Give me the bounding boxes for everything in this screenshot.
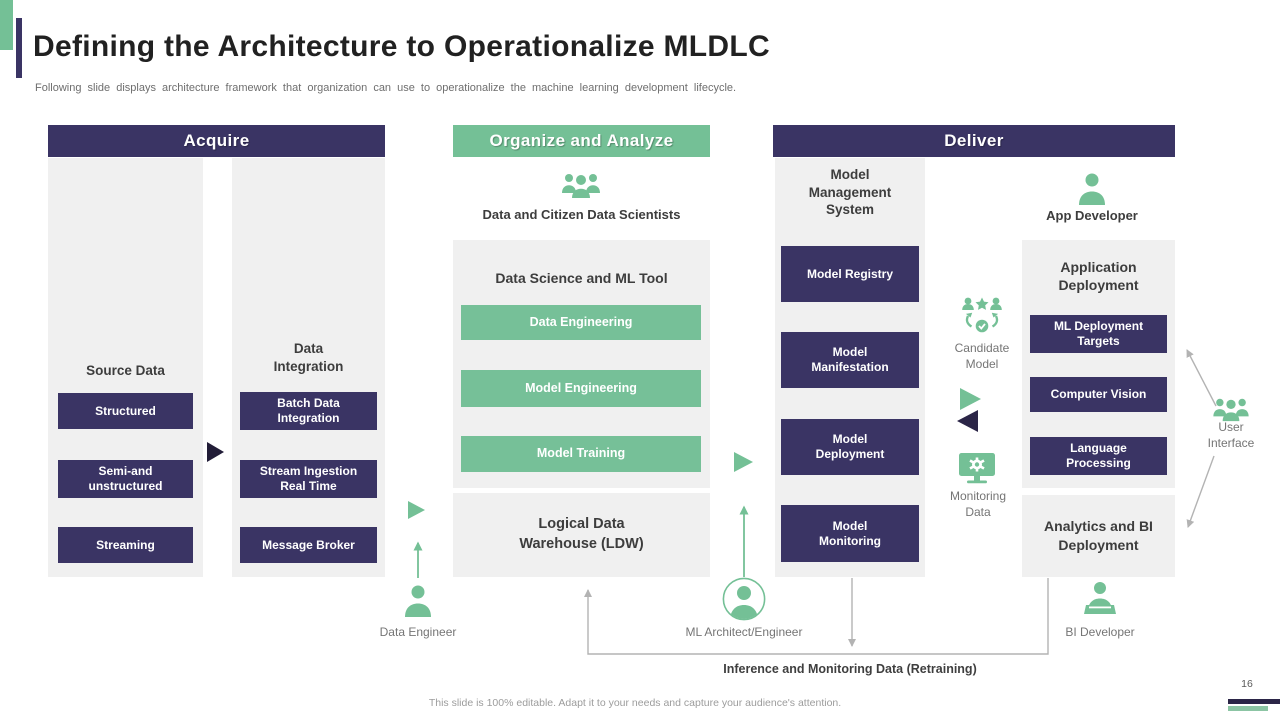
- box-stream-ingestion: Stream Ingestion Real Time: [240, 460, 377, 498]
- data-engineer-label: Data Engineer: [379, 625, 457, 639]
- footer-bar-navy: [1228, 699, 1280, 704]
- section-header-acquire: Acquire: [48, 125, 385, 157]
- arrow-right-dark-icon: [207, 442, 224, 462]
- title-accent-navy: [16, 18, 22, 78]
- inference-flow-label: Inference and Monitoring Data (Retrainin…: [723, 662, 977, 676]
- data-engineer-icon: [401, 584, 435, 617]
- box-language-processing: Language Processing: [1030, 437, 1167, 475]
- box-batch-data-integration: Batch Data Integration: [240, 392, 377, 430]
- box-model-monitoring: Model Monitoring: [781, 505, 919, 562]
- user-interface-icon: [1212, 396, 1250, 422]
- ldw-panel: Logical Data Warehouse (LDW): [453, 493, 710, 577]
- mms-title: Model Management System: [808, 167, 892, 218]
- ml-architect-icon: [722, 577, 766, 621]
- analytics-bi-panel: Analytics and BI Deployment: [1022, 495, 1175, 577]
- people-group-icon: [561, 171, 601, 199]
- box-model-registry: Model Registry: [781, 246, 919, 302]
- flow-arrow-right-green-2-icon: [734, 452, 753, 472]
- box-model-engineering: Model Engineering: [461, 370, 701, 407]
- monitoring-data-label: Monitoring Data: [949, 489, 1007, 519]
- page-title: Defining the Architecture to Operational…: [33, 30, 770, 63]
- title-accent-green: [0, 0, 13, 50]
- section-header-organize: Organize and Analyze: [453, 125, 710, 157]
- app-developer-icon: [1075, 172, 1109, 205]
- scientists-label: Data and Citizen Data Scientists: [482, 207, 681, 222]
- box-ml-deployment-targets: ML Deployment Targets: [1030, 315, 1167, 353]
- data-integration-panel: [232, 158, 385, 577]
- candidate-model-label: Candidate Model: [954, 341, 1010, 371]
- box-computer-vision: Computer Vision: [1030, 377, 1167, 412]
- page-subtitle: Following slide displays architecture fr…: [35, 82, 737, 94]
- user-interface-label: User Interface: [1207, 420, 1255, 450]
- box-model-manifestation: Model Manifestation: [781, 332, 919, 388]
- monitoring-data-icon: [958, 452, 996, 485]
- flow-arrow-left-navy-icon: [957, 410, 978, 432]
- box-streaming: Streaming: [58, 527, 193, 563]
- app-developer-label: App Developer: [1046, 208, 1138, 223]
- page-number: 16: [1241, 678, 1253, 690]
- candidate-model-icon: [959, 295, 1005, 337]
- flow-arrow-right-green-3-icon: [960, 388, 981, 410]
- box-structured: Structured: [58, 393, 193, 429]
- box-model-deployment: Model Deployment: [781, 419, 919, 475]
- ml-architect-label: ML Architect/Engineer: [685, 625, 803, 639]
- footer-bar-green: [1228, 706, 1268, 711]
- box-message-broker: Message Broker: [240, 527, 377, 563]
- data-integration-title: Data Integration: [273, 341, 344, 374]
- box-data-engineering: Data Engineering: [461, 305, 701, 340]
- source-data-panel: [48, 158, 203, 577]
- box-model-training: Model Training: [461, 436, 701, 472]
- bi-developer-icon: [1080, 581, 1120, 617]
- app-deployment-title: Application Deployment: [1058, 259, 1139, 294]
- bi-developer-label: BI Developer: [1065, 625, 1135, 639]
- ds-ml-tool-title: Data Science and ML Tool: [495, 270, 668, 286]
- section-header-deliver: Deliver: [773, 125, 1175, 157]
- box-semi-unstructured: Semi-and unstructured: [58, 460, 193, 498]
- footer-note: This slide is 100% editable. Adapt it to…: [428, 697, 842, 709]
- source-data-title: Source Data: [86, 363, 165, 378]
- flow-arrow-right-green-1-icon: [408, 501, 425, 519]
